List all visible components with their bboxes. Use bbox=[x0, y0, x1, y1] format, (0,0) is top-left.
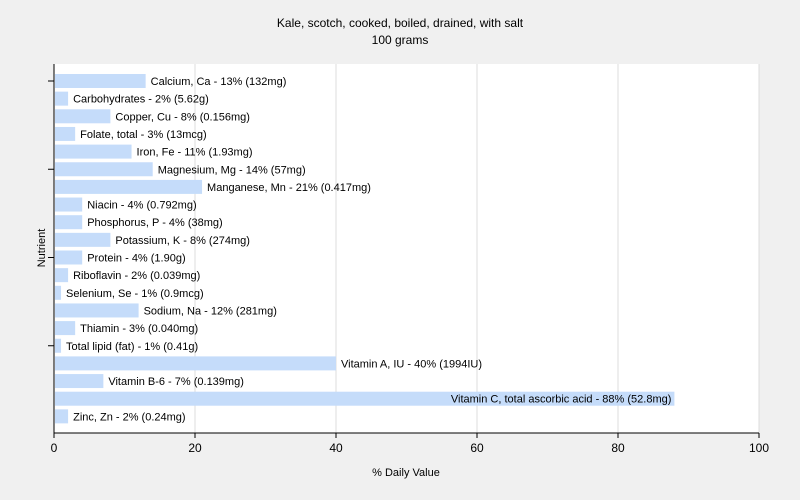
bar bbox=[55, 321, 76, 336]
x-tick-label: 0 bbox=[51, 441, 58, 455]
bar-label: Protein - 4% (1.90g) bbox=[87, 253, 185, 265]
bar-label: Sodium, Na - 12% (281mg) bbox=[144, 305, 277, 317]
bar-label: Phosphorus, P - 4% (38mg) bbox=[87, 217, 223, 229]
bar bbox=[55, 144, 132, 159]
bar bbox=[55, 197, 83, 212]
bar bbox=[55, 285, 62, 300]
bar-label: Niacin - 4% (0.792mg) bbox=[87, 200, 196, 212]
bar bbox=[55, 268, 69, 283]
bar-label: Vitamin A, IU - 40% (1994IU) bbox=[341, 358, 482, 370]
bar-label: Potassium, K - 8% (274mg) bbox=[115, 235, 250, 247]
x-tick-label: 40 bbox=[329, 441, 343, 455]
x-tick-label: 20 bbox=[188, 441, 202, 455]
bar bbox=[55, 391, 675, 406]
axes bbox=[53, 64, 759, 434]
plot-area bbox=[54, 64, 759, 433]
bar bbox=[55, 215, 83, 230]
x-tick-label: 60 bbox=[470, 441, 484, 455]
bar-label: Total lipid (fat) - 1% (0.41g) bbox=[66, 341, 198, 353]
x-axis-label: % Daily Value bbox=[372, 467, 440, 479]
bar-label: Vitamin B-6 - 7% (0.139mg) bbox=[108, 376, 244, 388]
bar-label: Calcium, Ca - 13% (132mg) bbox=[151, 76, 287, 88]
bar bbox=[55, 109, 111, 124]
bar-label: Selenium, Se - 1% (0.9mcg) bbox=[66, 288, 204, 300]
bar-label: Manganese, Mn - 21% (0.417mg) bbox=[207, 182, 371, 194]
bar-label: Folate, total - 3% (13mcg) bbox=[80, 129, 207, 141]
bar bbox=[55, 232, 111, 247]
bar bbox=[55, 162, 153, 177]
bars bbox=[55, 74, 675, 424]
bar bbox=[55, 374, 104, 389]
y-axis-label: Nutrient bbox=[36, 229, 48, 268]
x-ticks: 0 20 40 60 80 100 bbox=[51, 433, 769, 455]
chart-title: Kale, scotch, cooked, boiled, drained, w… bbox=[277, 16, 524, 30]
y-ticks bbox=[48, 80, 54, 347]
bar-label: Iron, Fe - 11% (1.93mg) bbox=[137, 147, 253, 159]
bar bbox=[55, 179, 203, 194]
bar-label: Zinc, Zn - 2% (0.24mg) bbox=[73, 411, 185, 423]
chart-subtitle: 100 grams bbox=[372, 33, 429, 47]
bar-label: Magnesium, Mg - 14% (57mg) bbox=[158, 164, 306, 176]
bar bbox=[55, 91, 69, 106]
bar-label: Vitamin C, total ascorbic acid - 88% (52… bbox=[451, 394, 672, 406]
bar bbox=[55, 303, 139, 318]
bar-label: Copper, Cu - 8% (0.156mg) bbox=[115, 111, 250, 123]
bar bbox=[55, 126, 76, 141]
x-tick-label: 100 bbox=[749, 441, 769, 455]
bar bbox=[55, 74, 146, 88]
bar-labels: Calcium, Ca - 13% (132mg) Carbohydrates -… bbox=[66, 76, 671, 423]
bar bbox=[55, 356, 336, 371]
bar bbox=[55, 409, 69, 424]
bar-label: Thiamin - 3% (0.040mg) bbox=[80, 323, 198, 335]
gridlines bbox=[194, 64, 760, 433]
bar-label: Riboflavin - 2% (0.039mg) bbox=[73, 270, 200, 282]
bar bbox=[55, 250, 83, 265]
bar bbox=[55, 338, 62, 353]
x-tick-label: 80 bbox=[611, 441, 625, 455]
bar-label: Carbohydrates - 2% (5.62g) bbox=[73, 94, 209, 106]
